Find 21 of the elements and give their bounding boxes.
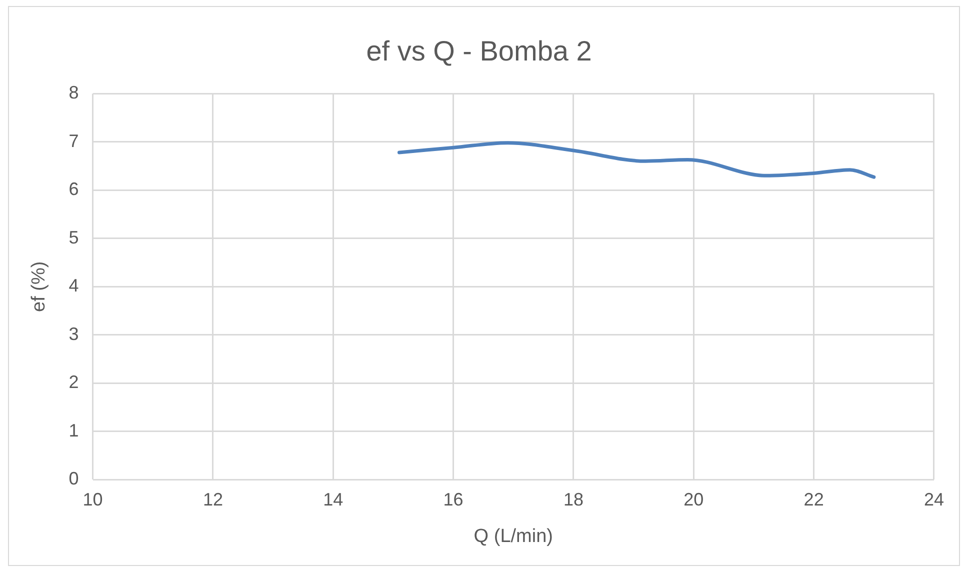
y-tick-label: 3 [68, 324, 79, 344]
y-tick-label: 8 [68, 82, 79, 103]
y-axis-title: ef (%) [28, 261, 50, 312]
x-tick-label: 22 [804, 489, 824, 510]
y-tick-label: 4 [68, 276, 79, 296]
y-tick-label: 2 [68, 372, 79, 392]
x-tick-label: 12 [202, 489, 223, 510]
x-tick-label: 10 [82, 489, 103, 510]
x-tick-label: 20 [684, 489, 704, 510]
chart-title: ef vs Q - Bomba 2 [366, 36, 592, 67]
y-tick-label: 7 [68, 130, 79, 151]
x-tick-label: 16 [443, 489, 464, 510]
x-tick-label: 18 [563, 489, 584, 510]
x-tick-label: 14 [323, 489, 344, 510]
y-tick-label: 0 [68, 468, 79, 489]
x-axis-title: Q (L/min) [474, 526, 553, 547]
y-tick-label: 6 [68, 179, 79, 200]
x-tick-label: 24 [924, 489, 944, 510]
y-tick-label: 5 [68, 227, 79, 248]
line-series [397, 141, 876, 179]
y-tick-label: 1 [68, 420, 79, 440]
